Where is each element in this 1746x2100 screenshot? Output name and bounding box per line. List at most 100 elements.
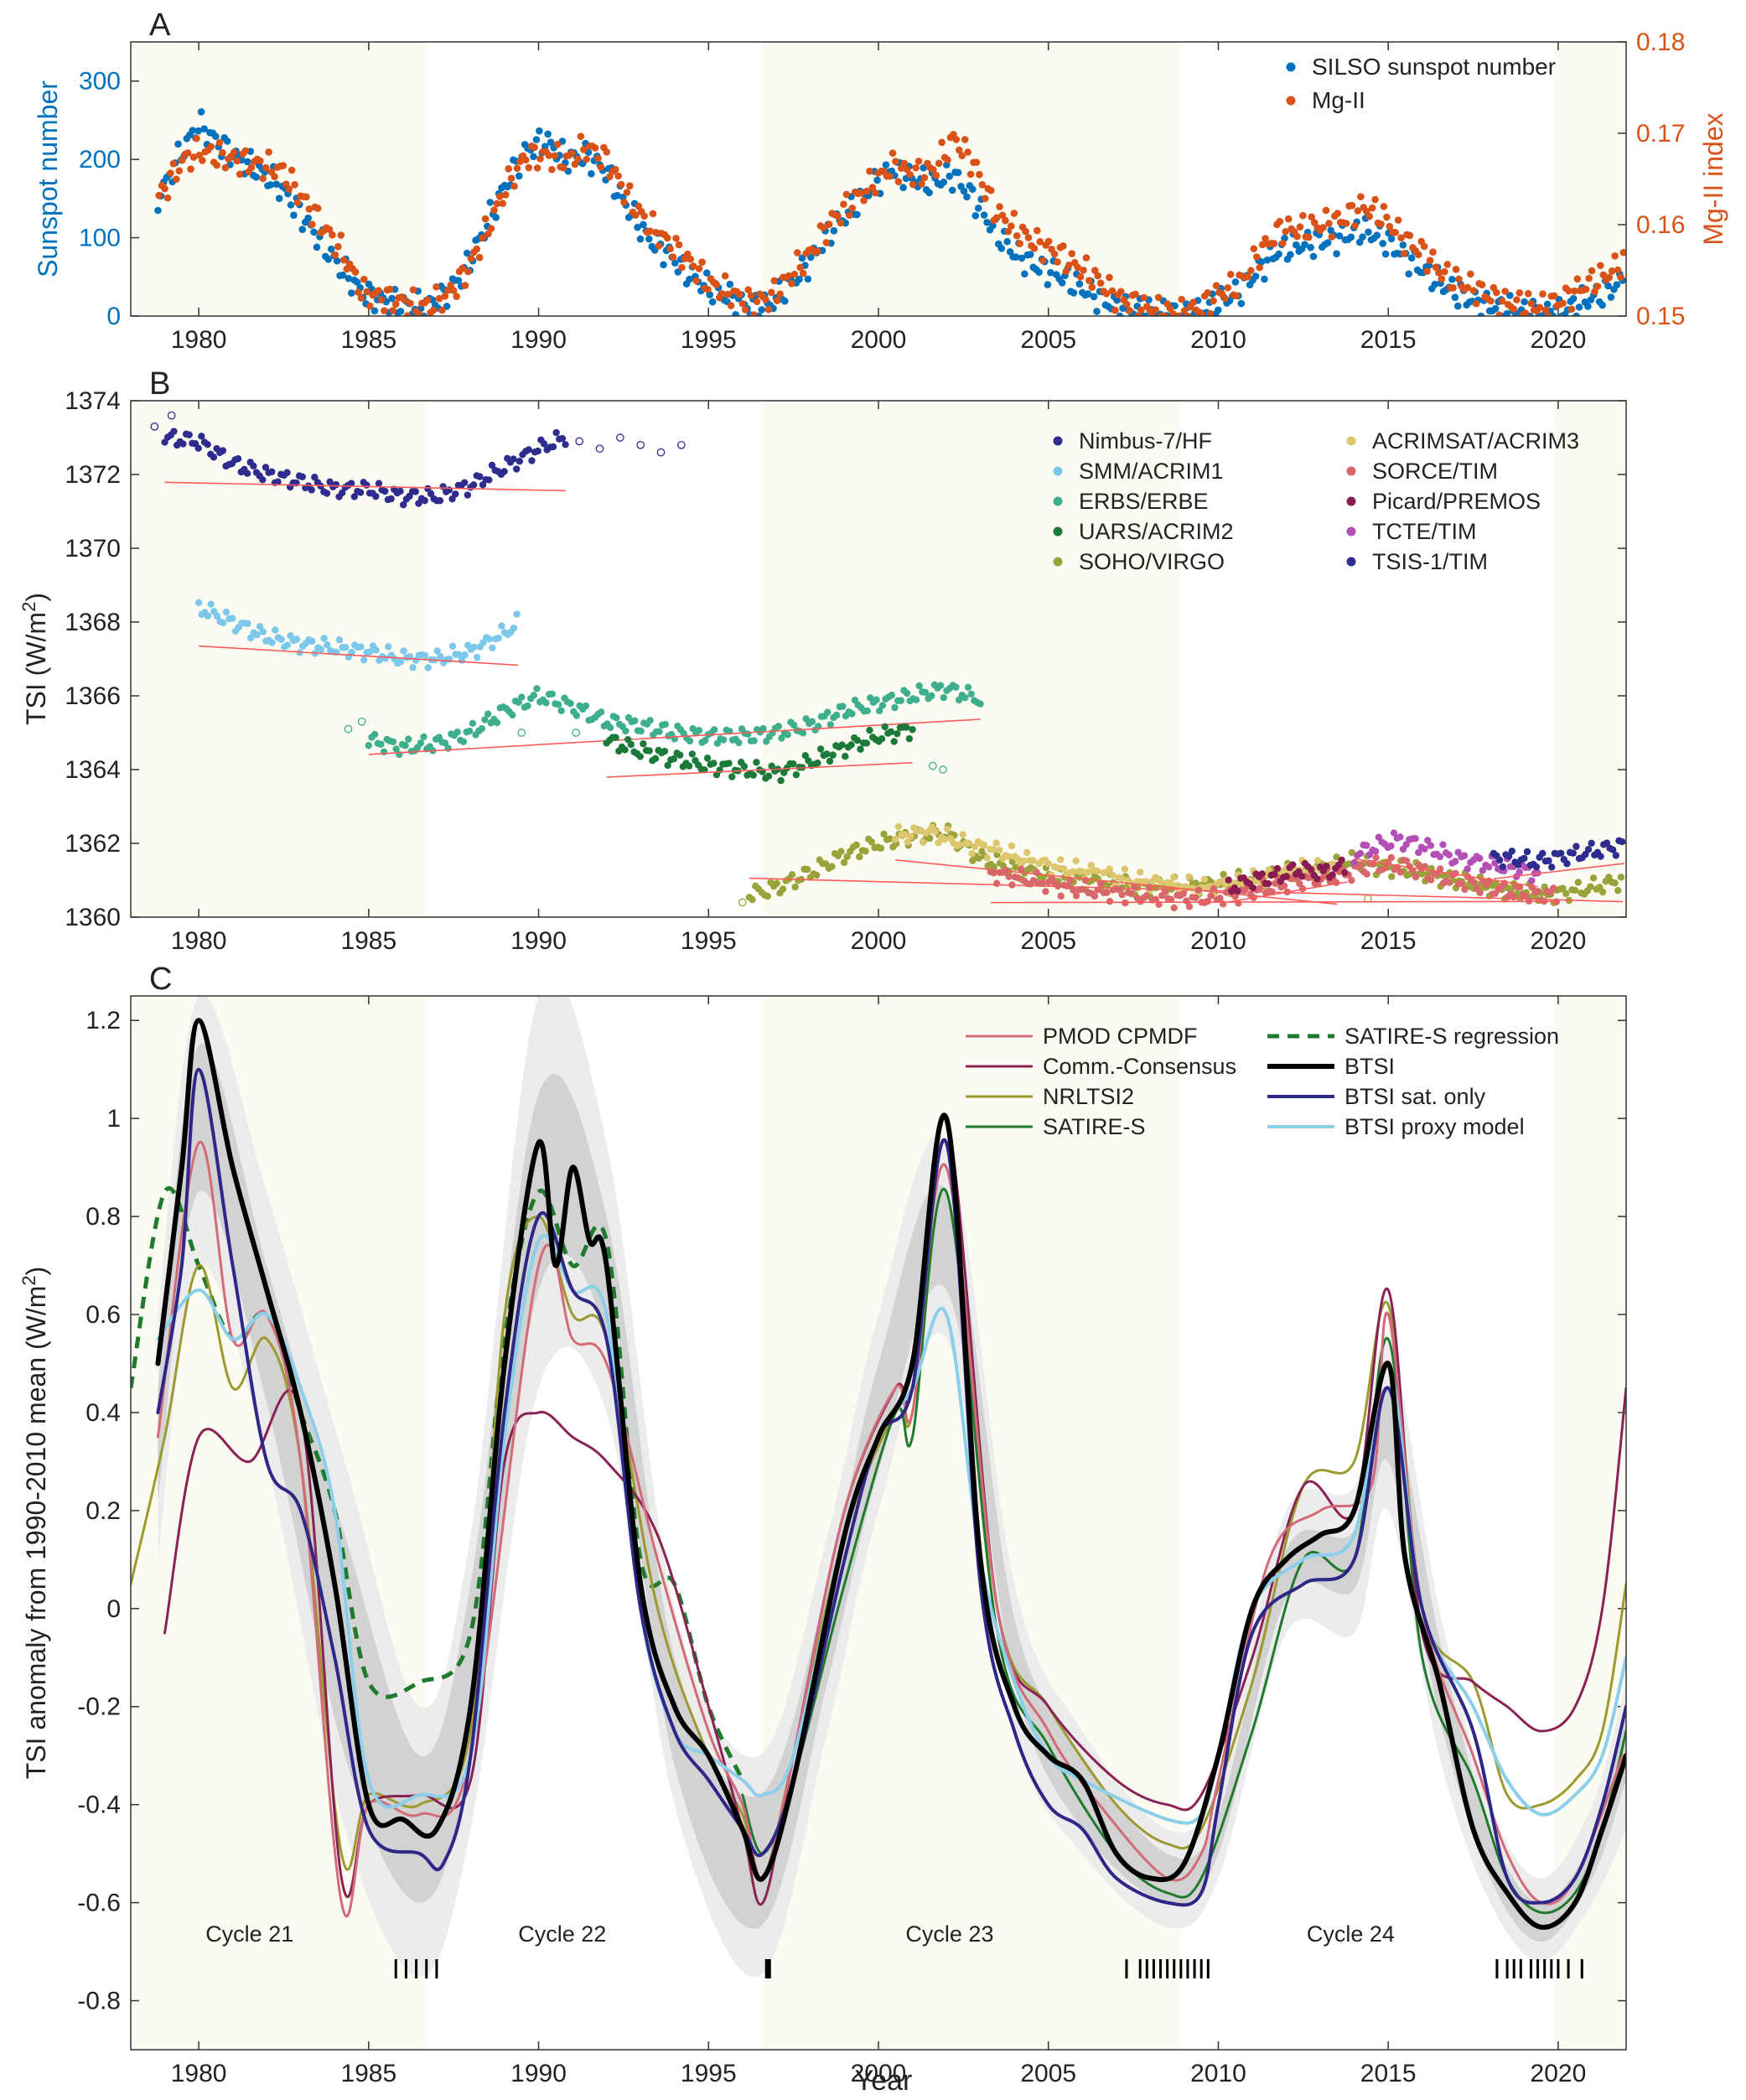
data-point [1477, 312, 1485, 316]
data-point [972, 158, 981, 166]
data-point [1096, 879, 1105, 887]
data-point [1003, 237, 1011, 246]
legend-marker [1346, 496, 1356, 506]
data-point [842, 753, 849, 760]
data-point [353, 278, 361, 287]
data-point [1334, 210, 1342, 217]
data-point [1437, 865, 1444, 873]
data-point [614, 172, 622, 180]
data-point [424, 485, 432, 493]
data-point [1198, 310, 1206, 316]
data-point [552, 428, 560, 437]
data-point [790, 721, 798, 729]
data-point [303, 193, 310, 201]
data-point [1359, 233, 1366, 241]
data-point [929, 166, 937, 174]
data-point [1050, 250, 1059, 258]
data-point [417, 739, 425, 747]
data-point [980, 842, 988, 849]
data-point [724, 290, 732, 298]
data-point [1005, 853, 1013, 860]
legend-label: SILSO sunspot number [1312, 54, 1556, 80]
data-point [463, 249, 471, 257]
data-point [992, 879, 1001, 888]
data-point [1443, 261, 1452, 268]
data-point [640, 220, 647, 229]
data-point [424, 664, 432, 671]
data-point [396, 308, 405, 315]
data-point [1010, 210, 1018, 217]
data-point [840, 858, 848, 867]
data-point [903, 689, 911, 697]
data-point [1137, 869, 1144, 876]
shaded-period [763, 401, 1181, 917]
data-point [452, 490, 459, 498]
data-point [1355, 238, 1364, 246]
data-point [1118, 874, 1126, 883]
data-point [194, 127, 202, 135]
data-point [1427, 842, 1435, 849]
data-point [770, 277, 779, 285]
data-point [484, 710, 492, 718]
data-point [1371, 848, 1380, 855]
data-point [1412, 873, 1420, 881]
data-point [640, 212, 648, 220]
data-point [562, 441, 569, 449]
data-point [892, 836, 899, 843]
data-point [779, 885, 787, 893]
x-tick-label: 1980 [171, 326, 227, 354]
data-point [1189, 298, 1197, 307]
y-tick-label: 100 [79, 225, 121, 252]
data-point [634, 223, 641, 231]
data-point [1449, 284, 1457, 292]
data-point [1088, 283, 1096, 291]
y-tick-label: 0.2 [85, 1497, 121, 1525]
data-point [229, 614, 236, 622]
data-point [544, 130, 552, 138]
data-point [1234, 887, 1241, 895]
data-point [1264, 879, 1272, 888]
data-point [279, 162, 288, 169]
data-point [838, 741, 846, 749]
data-point [1121, 865, 1129, 873]
data-point [952, 136, 961, 143]
data-point [603, 148, 611, 156]
data-point [1439, 841, 1447, 848]
data-point [1054, 882, 1062, 890]
data-point [954, 169, 962, 177]
data-point [493, 200, 501, 208]
data-point [1412, 834, 1419, 843]
data-point [320, 635, 328, 642]
data-point [1008, 881, 1016, 889]
data-point [1357, 861, 1365, 869]
data-point [1268, 888, 1276, 895]
data-point [890, 738, 898, 745]
data-point [839, 703, 847, 710]
data-point [899, 184, 907, 192]
data-point [577, 132, 585, 140]
legend-label: UARS/ACRIM2 [1079, 519, 1234, 544]
data-point [892, 158, 899, 165]
data-point [944, 156, 951, 164]
data-point [675, 241, 683, 249]
data-point [381, 487, 389, 495]
legend-label: ACRIMSAT/ACRIM3 [1372, 428, 1579, 454]
data-point [793, 249, 801, 257]
data-point [1039, 874, 1047, 882]
data-point [345, 274, 353, 283]
data-point [1532, 863, 1541, 871]
data-point [385, 643, 392, 651]
data-point [1396, 869, 1404, 876]
data-point [1478, 281, 1486, 289]
data-point [1069, 868, 1077, 876]
legend-label: NRLTSI2 [1043, 1084, 1134, 1109]
data-point [1539, 290, 1547, 298]
data-point [505, 165, 512, 173]
data-point [170, 428, 178, 435]
data-point [912, 696, 920, 704]
data-point [357, 294, 365, 302]
data-point [1013, 231, 1021, 240]
data-point [1005, 873, 1013, 880]
data-point [1328, 233, 1336, 241]
data-point [631, 717, 639, 724]
